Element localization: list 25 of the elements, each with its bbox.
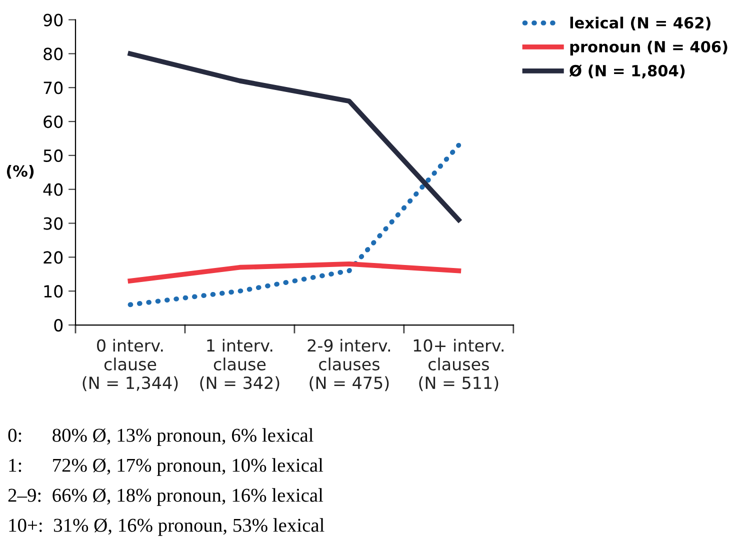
y-tick-label: 80 [44, 48, 63, 60]
y-tick-label: 50 [44, 149, 63, 162]
text: 10+: 31% Ø, 16% pronoun, 53% lexical [9, 518, 324, 536]
y-tick-label: 30 [44, 217, 63, 230]
y-tick-label: 70 [44, 82, 63, 94]
line-series [128, 51, 462, 222]
x-tick-label: 10+ interv. clauses (N = 511) [414, 338, 504, 392]
line-series [128, 262, 462, 284]
y-tick-label: 40 [43, 183, 63, 196]
legend-label: pronoun (N = 406) [570, 40, 728, 56]
x-tick-label: 2-9 interv. clauses (N = 475) [308, 338, 390, 392]
y-tick-label: 0 [54, 318, 63, 332]
line-series [128, 142, 462, 308]
y-tick-label: 20 [44, 251, 63, 264]
text: 1: 72% Ø, 17% pronoun, 10% lexical [9, 458, 324, 476]
x-tick-label: 1 interv. clause (N = 342) [200, 338, 280, 392]
x-tick-label: 0 interv. clause (N = 1,344) [82, 338, 178, 392]
y-axis-title: (%) [6, 165, 34, 179]
text: 2–9: 66% Ø, 18% pronoun, 16% lexical [8, 488, 324, 506]
text: 0: 80% Ø, 13% pronoun, 6% lexical [8, 428, 314, 446]
legend-label: lexical (N = 462) [570, 16, 710, 30]
y-tick-label: 90 [44, 14, 63, 26]
y-tick-label: 60 [44, 115, 63, 128]
legend-label: Ø (N = 1,804) [569, 64, 685, 78]
y-tick-label: 10 [44, 285, 63, 298]
